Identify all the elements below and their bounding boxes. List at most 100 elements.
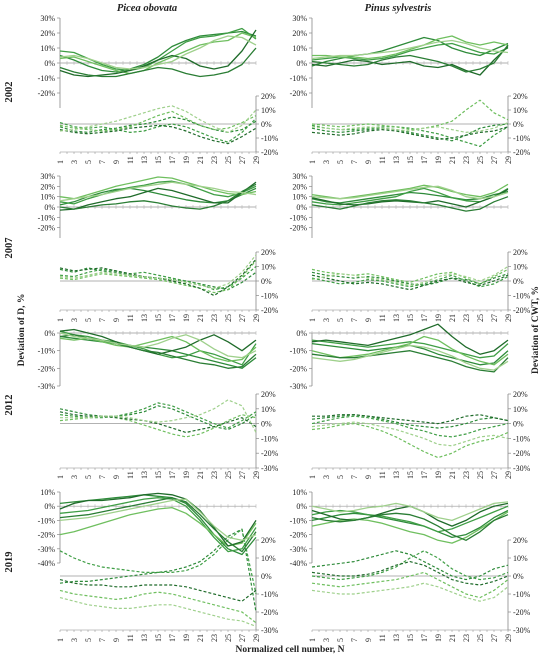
cwt-series-line-5 [59, 597, 257, 627]
cwt-series-line-3 [59, 260, 257, 294]
d-series-line-5 [311, 196, 509, 212]
x-tick-label: 17 [168, 634, 177, 642]
d-series-line-3 [59, 176, 257, 200]
cwt-axis-tick-label: 0% [261, 572, 272, 581]
x-tick-label: 7 [350, 160, 359, 164]
column-title-picea: Picea obovata [117, 3, 177, 14]
d-series-line-3 [59, 506, 257, 547]
d-series-line-6 [59, 498, 257, 541]
d-axis-tick-label: 20% [40, 29, 55, 38]
x-tick-label: 17 [420, 471, 429, 479]
x-tick-label: 13 [140, 314, 149, 322]
d-axis-tick-label: 10% [292, 488, 307, 497]
x-tick-label: 23 [462, 471, 471, 479]
panel-7: 10% 0% -10% -20% -30% -40% 20% 10% 0% -10% -20% -30… [38, 488, 279, 642]
d-axis-tick-label: -20% [290, 224, 308, 233]
year-label-2007: 2007 [4, 238, 15, 259]
cwt-axis-tick-label: 10% [513, 405, 528, 414]
cwt-axis-tick-label: -10% [261, 292, 279, 301]
d-axis-tick-label: 0% [44, 502, 55, 511]
cwt-axis-tick-label: -10% [513, 434, 531, 443]
cwt-series-line-4 [59, 411, 257, 434]
x-tick-label: 23 [210, 156, 219, 164]
d-axis-tick-label: -10% [290, 74, 308, 83]
d-series-line-1 [311, 509, 509, 539]
x-tick-label: 27 [238, 156, 247, 164]
x-tick-label: 23 [462, 634, 471, 642]
cwt-axis-tick-label: 0% [513, 420, 524, 429]
x-tick-label: 25 [224, 471, 233, 479]
cwt-axis-tick-label: 20% [261, 536, 276, 545]
x-tick-label: 27 [238, 314, 247, 322]
d-series-line-3 [312, 35, 509, 60]
x-tick-label: 13 [392, 471, 401, 479]
cwt-axis-tick-label: 10% [261, 405, 276, 414]
x-tick-label: 11 [126, 314, 135, 322]
x-tick-label: 9 [112, 318, 121, 322]
x-tick-label: 9 [364, 318, 373, 322]
panel-4: 30%20%10%0%-10%-20%20%10%0%-10%-20%1 3 5 7 9… [290, 172, 531, 322]
d-axis-tick-label: -20% [290, 531, 308, 540]
x-tick-label: 21 [196, 471, 205, 479]
year-label-2012: 2012 [4, 395, 15, 416]
d-axis-tick-label: 20% [292, 29, 307, 38]
x-tick-label: 27 [238, 634, 247, 642]
x-tick-label: 17 [420, 314, 429, 322]
cwt-axis-tick-label: 20% [261, 248, 276, 257]
d-axis-tick-label: 10% [40, 488, 55, 497]
cwt-series-line-1 [311, 414, 509, 429]
panel-8: 10% 0% -10% -20% -30% -40% 20% 10% 0% -10% -20% -30… [290, 488, 531, 642]
d-axis-tick-label: 10% [292, 44, 307, 53]
d-axis-tick-label: 30% [40, 172, 55, 181]
x-tick-label: 29 [504, 156, 513, 164]
x-tick-label: 13 [392, 634, 401, 642]
d-axis-tick-label: -10% [38, 213, 56, 222]
x-tick-label: 29 [252, 634, 261, 642]
x-tick-label: 17 [168, 314, 177, 322]
cwt-axis-tick-label: 10% [261, 106, 276, 115]
d-axis-tick-label: -20% [290, 364, 308, 373]
d-series-line-4 [311, 188, 509, 208]
x-tick-label: 21 [448, 156, 457, 164]
x-tick-label: 29 [504, 634, 513, 642]
x-tick-label: 1 [56, 475, 65, 479]
cwt-series-line-3 [59, 110, 257, 132]
x-tick-label: 5 [84, 638, 93, 642]
panel-1: 30%20%10%0%-10%-20% 20%10%0%-10%-20%1 3 5 7 9… [38, 14, 279, 164]
x-tick-label: 1 [308, 318, 317, 322]
x-tick-label: 3 [322, 638, 331, 642]
x-tick-label: 17 [420, 156, 429, 164]
x-tick-label: 11 [378, 634, 387, 642]
d-axis-tick-label: 10% [292, 193, 307, 202]
cwt-axis-tick-label: -20% [261, 148, 279, 157]
d-series-line-5 [311, 44, 509, 73]
d-axis-tick-label: 0% [296, 59, 307, 68]
x-tick-label: 11 [378, 471, 387, 479]
cwt-axis-tick-label: 0% [261, 420, 272, 429]
cwt-series-line-1 [59, 528, 257, 613]
x-tick-label: 21 [448, 471, 457, 479]
d-series-line-2 [59, 497, 257, 553]
cwt-axis-tick-label: -20% [513, 449, 531, 458]
cwt-series-line-5 [311, 265, 509, 286]
cwt-series-line-3 [59, 589, 257, 624]
d-series-line-5 [59, 497, 257, 553]
x-tick-label: 5 [84, 475, 93, 479]
d-axis-tick-label: 20% [40, 182, 55, 191]
x-tick-label: 25 [224, 634, 233, 642]
x-tick-label: 13 [392, 314, 401, 322]
panel-3: 30%20%10%0%-10%-20%20%10%0%-10%-20%1 3 5 7 9… [38, 172, 279, 322]
d-axis-tick-label: 0% [44, 203, 55, 212]
x-tick-label: 27 [490, 634, 499, 642]
x-tick-label: 5 [84, 160, 93, 164]
x-tick-label: 5 [336, 638, 345, 642]
x-tick-label: 15 [154, 314, 163, 322]
cwt-axis-tick-label: 10% [261, 554, 276, 563]
cwt-axis-tick-label: -20% [261, 449, 279, 458]
d-axis-tick-label: -20% [290, 89, 308, 98]
x-tick-label: 15 [406, 634, 415, 642]
x-tick-label: 9 [364, 475, 373, 479]
x-tick-label: 21 [196, 634, 205, 642]
d-series-line-6 [311, 185, 509, 200]
cwt-series-line-3 [311, 423, 509, 459]
